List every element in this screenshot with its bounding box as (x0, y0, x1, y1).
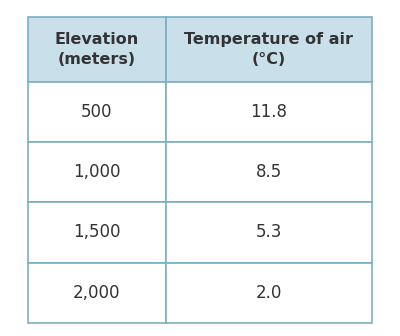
Bar (28, 82, 166, 142)
Text: Elevation
(meters): Elevation (meters) (55, 33, 139, 67)
Text: 11.8: 11.8 (250, 103, 287, 121)
Text: 1,500: 1,500 (73, 223, 120, 242)
Text: 2,000: 2,000 (73, 284, 120, 301)
Text: Temperature of air
(°C): Temperature of air (°C) (184, 33, 353, 67)
Bar (166, 262, 372, 323)
Text: 5.3: 5.3 (256, 223, 282, 242)
Text: 8.5: 8.5 (256, 163, 282, 181)
Bar (166, 142, 372, 202)
Text: 2.0: 2.0 (256, 284, 282, 301)
Text: 1,000: 1,000 (73, 163, 120, 181)
Bar (28, 202, 166, 262)
Bar (166, 202, 372, 262)
Bar (28, 142, 166, 202)
Text: 500: 500 (81, 103, 112, 121)
Bar (28, 262, 166, 323)
Bar (28, 17, 166, 82)
Bar (166, 82, 372, 142)
Bar (166, 17, 372, 82)
